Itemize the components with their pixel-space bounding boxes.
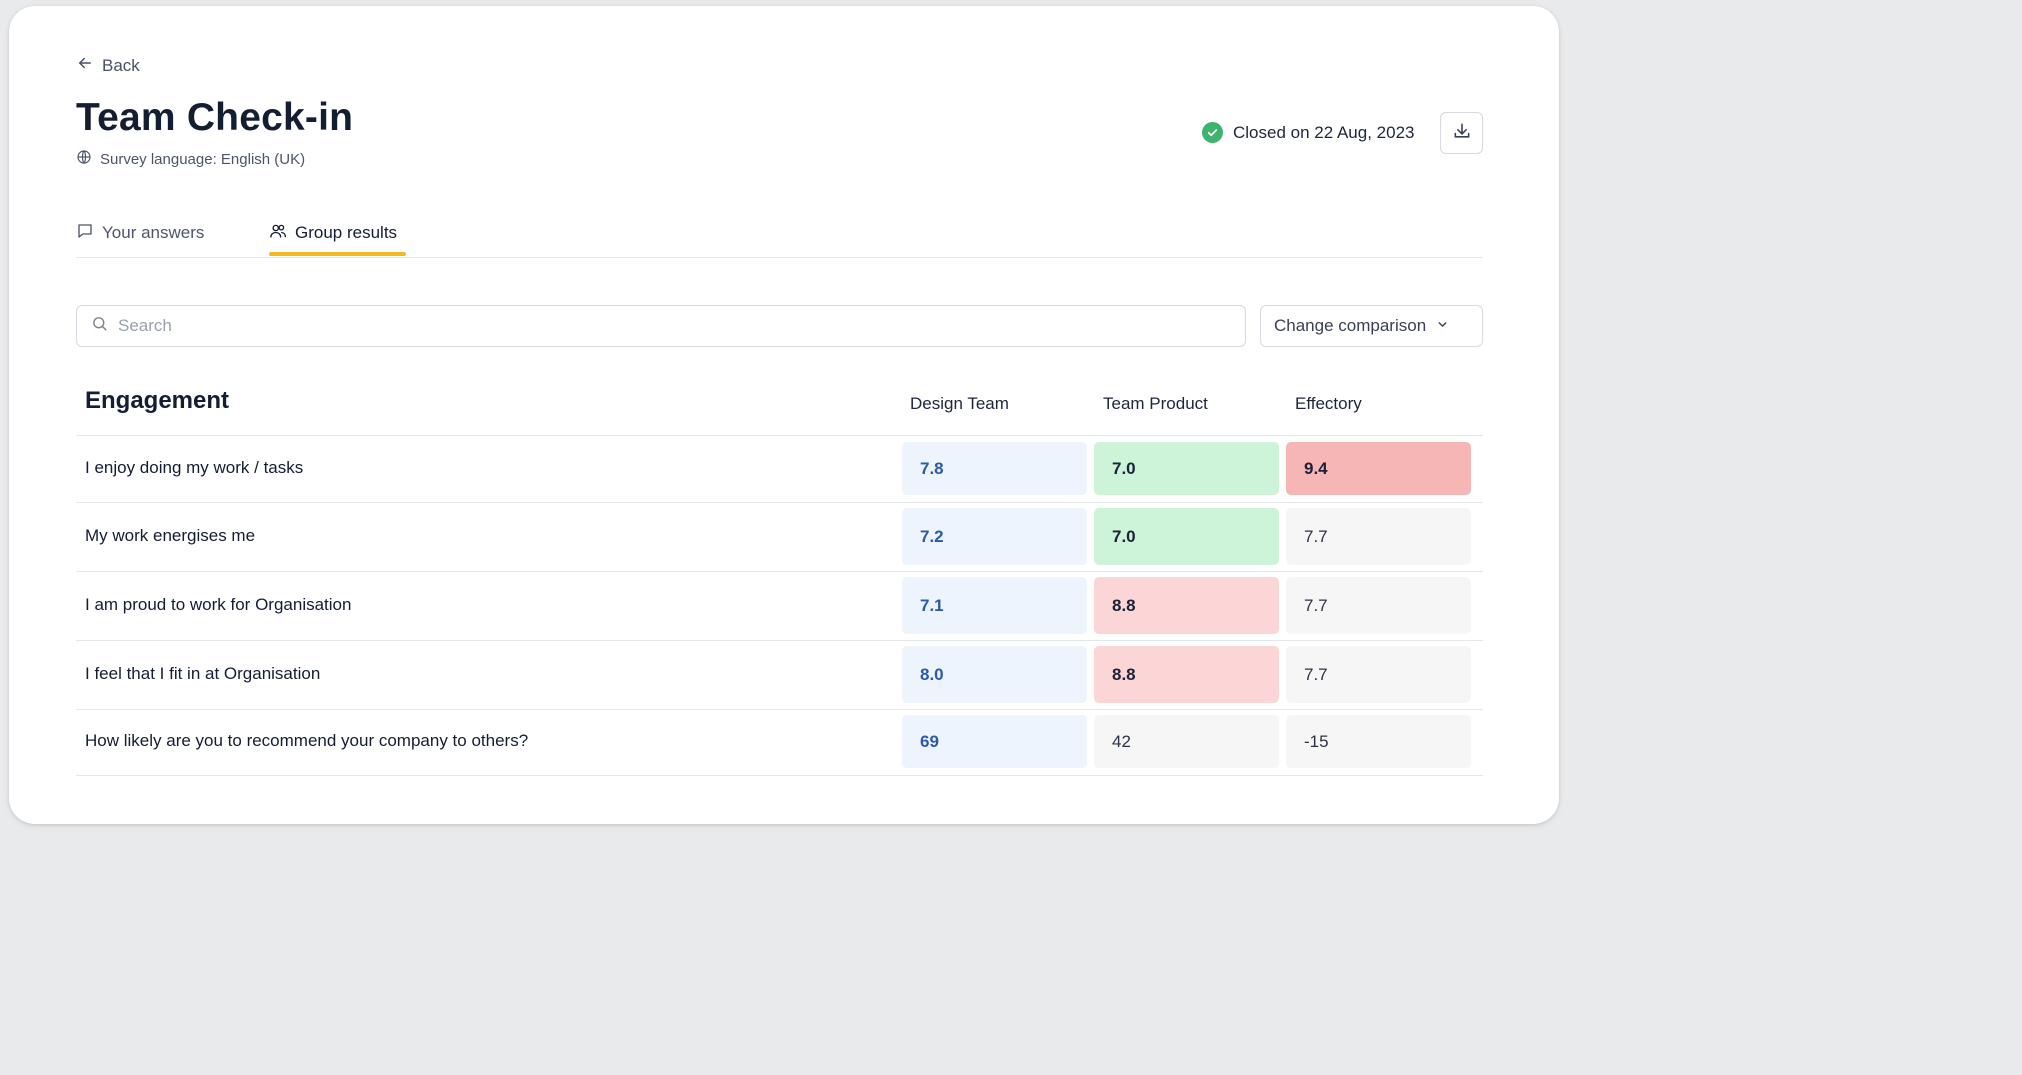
- chat-bubble-icon: [76, 222, 94, 245]
- search-box: [76, 305, 1246, 347]
- score-cell: 8.8: [1094, 646, 1279, 703]
- question-label: I feel that I fit in at Organisation: [85, 664, 321, 683]
- download-button[interactable]: [1440, 112, 1483, 154]
- score-cell: 7.1: [902, 577, 1087, 634]
- search-icon: [91, 315, 108, 337]
- search-input[interactable]: [118, 316, 1218, 336]
- table-row: I am proud to work for Organisation 7.1 …: [76, 572, 1483, 641]
- tab-your-answers[interactable]: Your answers: [76, 218, 204, 248]
- question-label: My work energises me: [85, 526, 256, 545]
- question-label: I enjoy doing my work / tasks: [85, 458, 304, 477]
- status-label: Closed on 22 Aug, 2023: [1233, 122, 1415, 142]
- results-table: Engagement Design Team Team Product Effe…: [76, 376, 1483, 776]
- score-cell: 7.0: [1094, 442, 1279, 495]
- table-row: I enjoy doing my work / tasks 7.8 7.0 9.…: [76, 436, 1483, 503]
- score-cell: 8.0: [902, 646, 1087, 703]
- score-cell: 9.4: [1286, 442, 1471, 495]
- back-label: Back: [102, 55, 140, 75]
- change-comparison-dropdown[interactable]: Change comparison: [1260, 305, 1483, 347]
- status-badge: Closed on 22 Aug, 2023: [1202, 122, 1414, 143]
- table-row: My work energises me 7.2 7.0 7.7: [76, 503, 1483, 572]
- question-label: How likely are you to recommend your com…: [85, 731, 529, 750]
- score-cell: 7.0: [1094, 508, 1279, 565]
- table-row: How likely are you to recommend your com…: [76, 710, 1483, 776]
- tab-group-results-label: Group results: [295, 223, 398, 242]
- tab-your-answers-label: Your answers: [102, 223, 205, 242]
- score-cell: 69: [902, 715, 1087, 768]
- tab-bar: Your answers Group results: [76, 214, 1483, 258]
- change-comparison-label: Change comparison: [1274, 316, 1427, 335]
- survey-language-label: Survey language: English (UK): [100, 150, 306, 168]
- survey-language: Survey language: English (UK): [76, 149, 305, 169]
- score-cell: 42: [1094, 715, 1279, 768]
- score-cell: 7.2: [902, 508, 1087, 565]
- table-row: I feel that I fit in at Organisation 8.0…: [76, 641, 1483, 710]
- tab-group-results[interactable]: Group results: [269, 218, 397, 248]
- active-tab-indicator: [269, 252, 406, 256]
- score-cell: 7.8: [902, 442, 1087, 495]
- column-header-design-team: Design Team: [910, 394, 1009, 413]
- check-circle-icon: [1202, 122, 1223, 143]
- score-cell: 8.8: [1094, 577, 1279, 634]
- score-cell: 7.7: [1286, 646, 1471, 703]
- globe-icon: [76, 149, 92, 169]
- column-header-effectory: Effectory: [1295, 394, 1362, 413]
- table-header: Engagement Design Team Team Product Effe…: [76, 376, 1483, 436]
- score-cell: 7.7: [1286, 508, 1471, 565]
- score-cell: -15: [1286, 715, 1471, 768]
- page-title: Team Check-in: [76, 96, 354, 139]
- chevron-down-icon: [1436, 316, 1449, 336]
- score-cell: 7.7: [1286, 577, 1471, 634]
- back-link[interactable]: Back: [76, 54, 140, 77]
- users-icon: [269, 222, 287, 245]
- section-title: Engagement: [85, 387, 230, 414]
- column-header-team-product: Team Product: [1103, 394, 1208, 413]
- question-label: I am proud to work for Organisation: [85, 595, 352, 614]
- arrow-left-icon: [76, 54, 94, 77]
- download-icon: [1452, 121, 1472, 146]
